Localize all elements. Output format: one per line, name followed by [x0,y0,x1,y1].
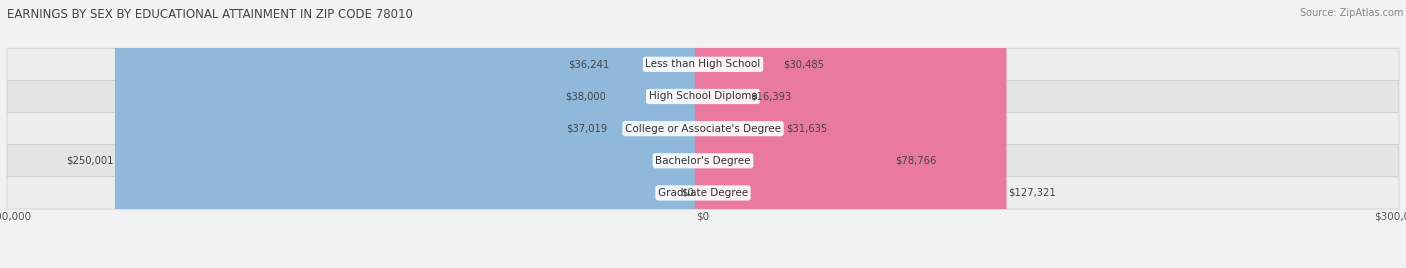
FancyBboxPatch shape [695,0,782,268]
FancyBboxPatch shape [610,0,711,268]
Text: Less than High School: Less than High School [645,59,761,69]
Text: $38,000: $38,000 [565,91,606,102]
Text: $127,321: $127,321 [1008,188,1056,198]
Text: $250,001: $250,001 [66,156,114,166]
FancyBboxPatch shape [7,48,1399,80]
Text: Bachelor's Degree: Bachelor's Degree [655,156,751,166]
Text: $78,766: $78,766 [896,156,936,166]
Text: $16,393: $16,393 [751,91,792,102]
Text: College or Associate's Degree: College or Associate's Degree [626,124,780,134]
Text: EARNINGS BY SEX BY EDUCATIONAL ATTAINMENT IN ZIP CODE 78010: EARNINGS BY SEX BY EDUCATIONAL ATTAINMEN… [7,8,413,21]
FancyBboxPatch shape [695,0,894,268]
FancyBboxPatch shape [695,0,749,268]
FancyBboxPatch shape [7,113,1399,145]
Text: $30,485: $30,485 [783,59,824,69]
Text: Source: ZipAtlas.com: Source: ZipAtlas.com [1299,8,1403,18]
FancyBboxPatch shape [7,80,1399,113]
Text: High School Diploma: High School Diploma [648,91,758,102]
FancyBboxPatch shape [115,0,711,268]
FancyBboxPatch shape [695,0,785,268]
FancyBboxPatch shape [7,145,1399,177]
FancyBboxPatch shape [7,177,1399,209]
Text: $36,241: $36,241 [568,59,610,69]
FancyBboxPatch shape [695,0,1007,268]
Text: $31,635: $31,635 [786,124,827,134]
Text: $0: $0 [681,188,693,198]
Text: $37,019: $37,019 [567,124,607,134]
Text: Graduate Degree: Graduate Degree [658,188,748,198]
FancyBboxPatch shape [609,0,711,268]
FancyBboxPatch shape [607,0,711,268]
